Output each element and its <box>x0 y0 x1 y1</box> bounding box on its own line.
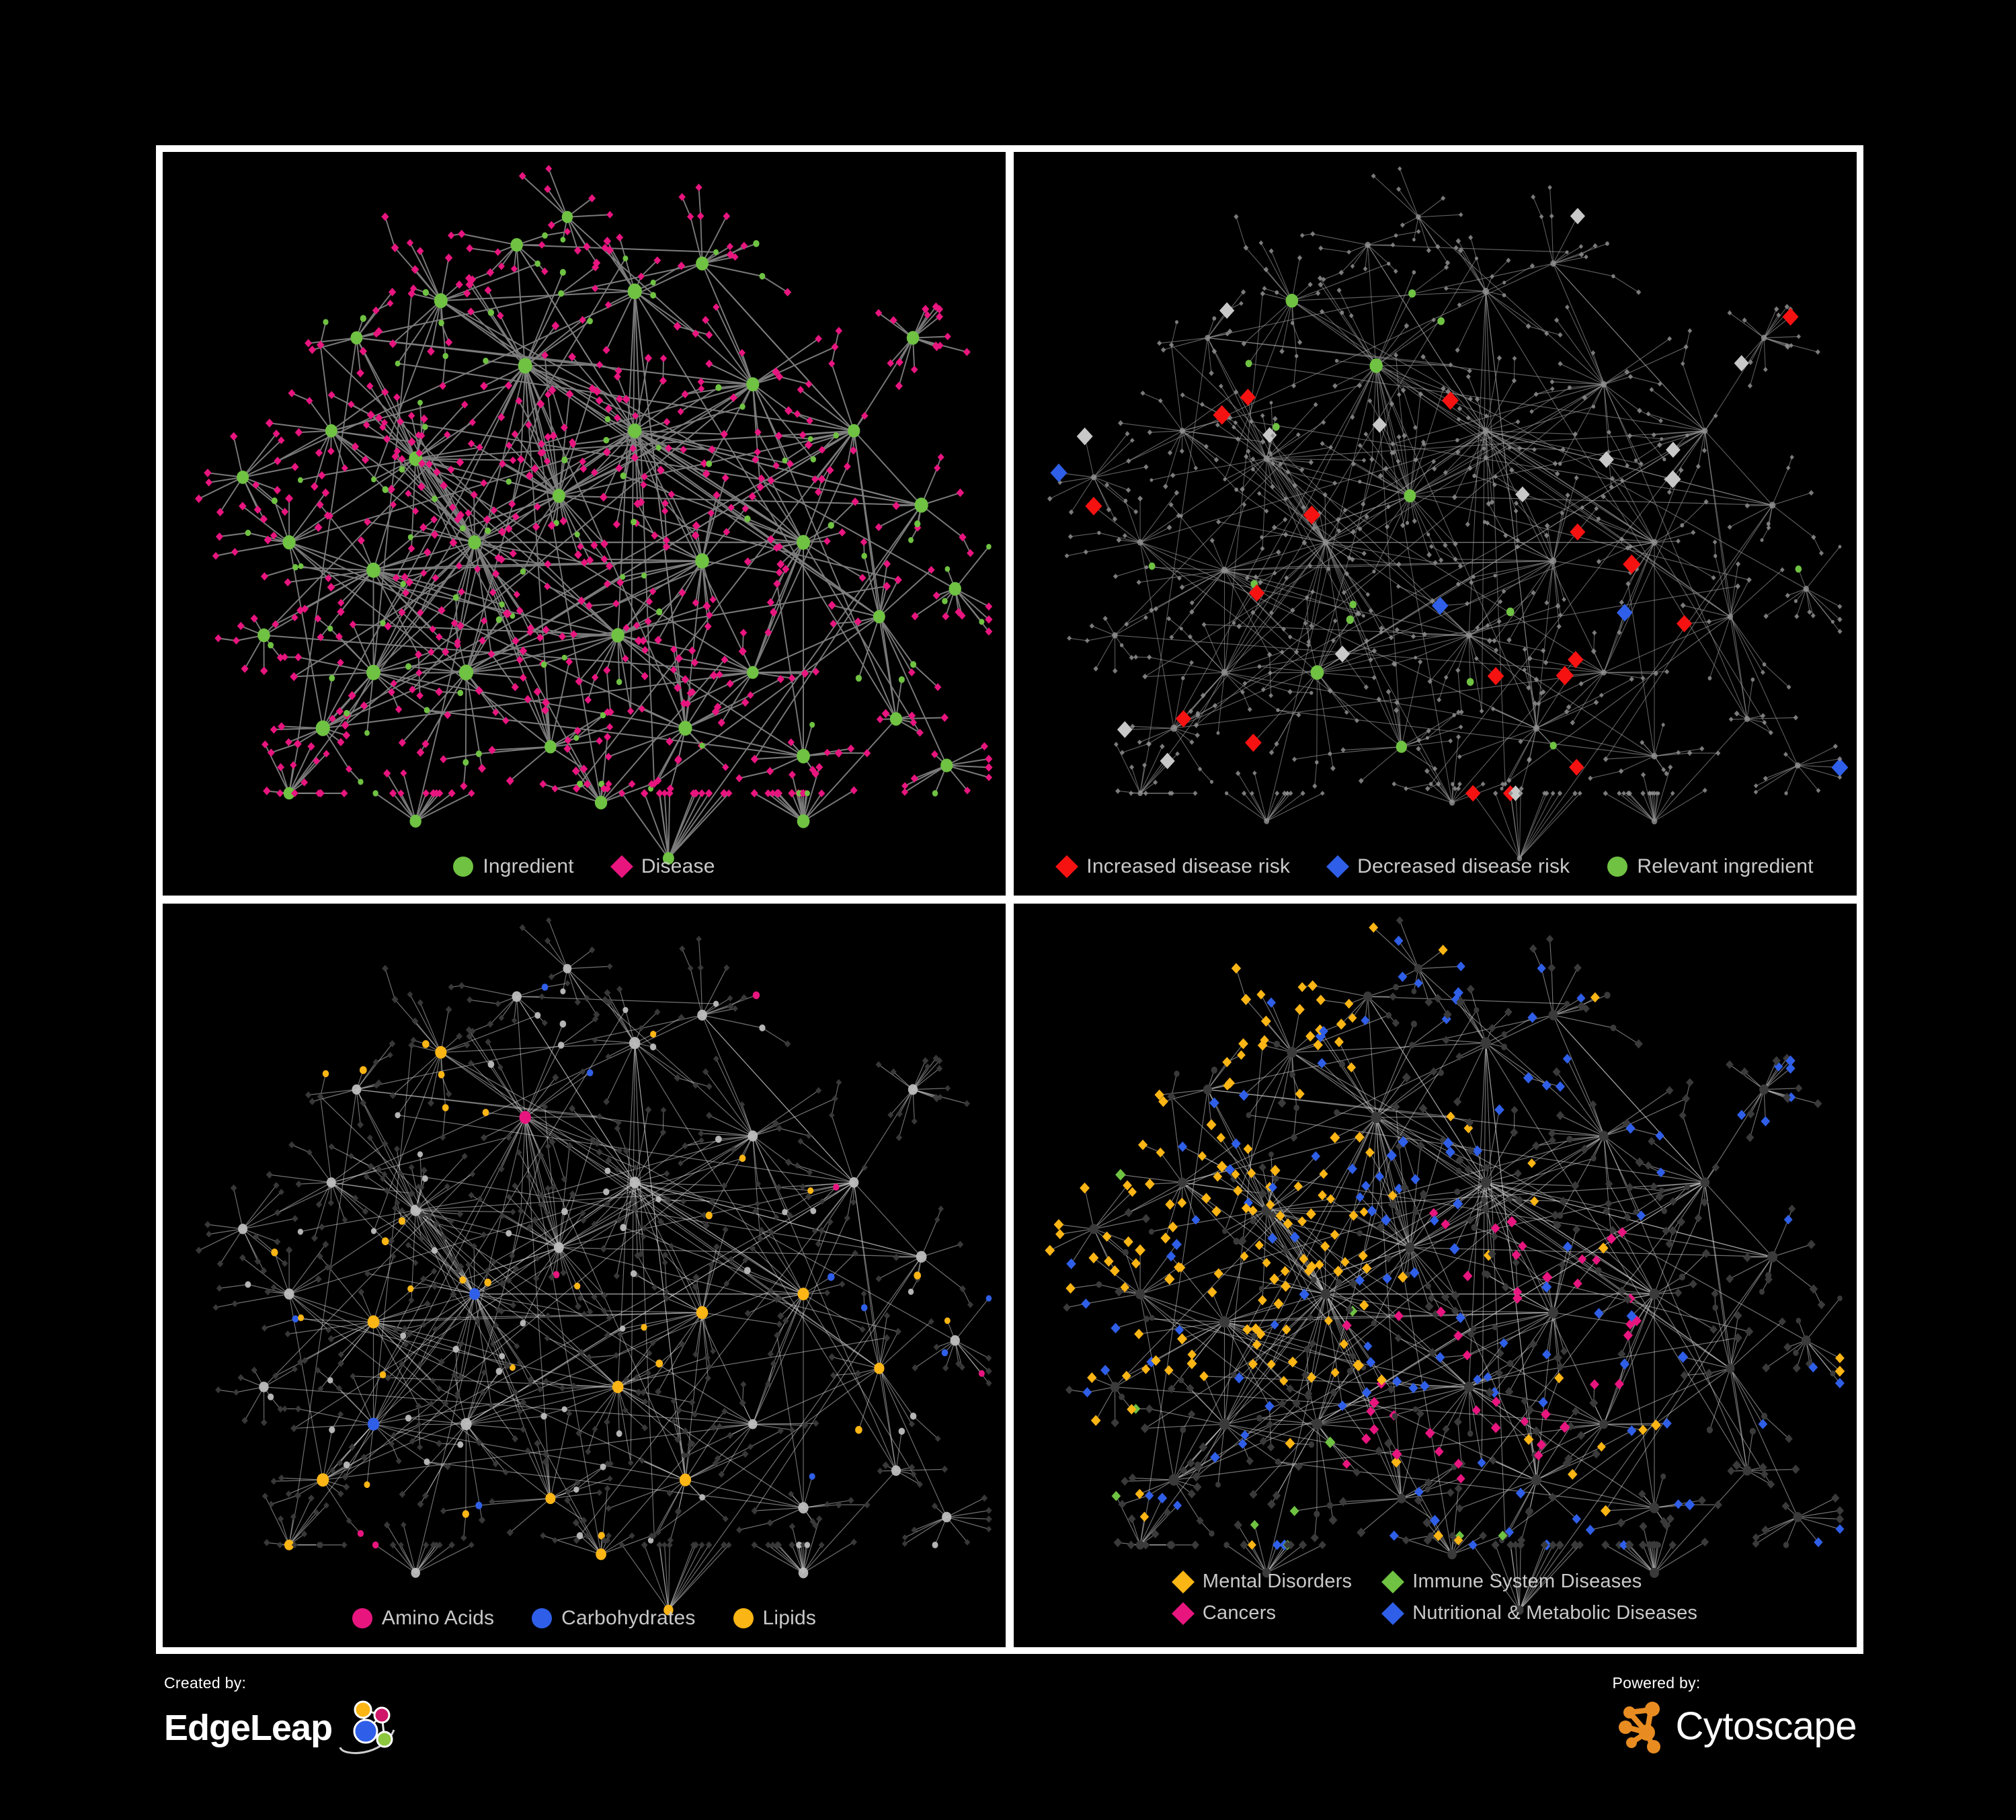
network-canvas-disease-class[interactable] <box>1014 904 1857 1647</box>
figure-footer: Created by: EdgeLeap Powered by <box>156 1662 1863 1790</box>
panel-disease-risk[interactable]: Increased disease risk Decreased disease … <box>1014 152 1857 896</box>
figure-frame: Ingredient Disease Increased disease risk… <box>156 145 1863 1654</box>
created-by-kicker: Created by: <box>164 1674 247 1692</box>
panel-ingredient-disease[interactable]: Ingredient Disease <box>163 152 1006 896</box>
cytoscape-wordmark: Cytoscape <box>1675 1704 1857 1748</box>
edgeleap-wordmark: EdgeLeap <box>164 1707 333 1748</box>
network-canvas-disease-risk[interactable] <box>1014 152 1857 896</box>
panel-nutrient-class[interactable]: Amino Acids Carbohydrates Lipids <box>163 904 1006 1647</box>
edgeleap-network-logo-icon <box>336 1695 398 1760</box>
network-canvas-ingredient-disease[interactable] <box>163 152 1006 896</box>
network-canvas-nutrient-class[interactable] <box>163 904 1006 1647</box>
created-by-branding: Created by: EdgeLeap <box>164 1674 398 1760</box>
powered-by-kicker: Powered by: <box>1612 1674 1701 1692</box>
powered-by-branding: Powered by: <box>1612 1674 1857 1757</box>
panel-disease-class[interactable]: Mental Disorders Immune System Diseases Ca… <box>1014 904 1857 1647</box>
cytoscape-logo-icon <box>1612 1695 1671 1757</box>
